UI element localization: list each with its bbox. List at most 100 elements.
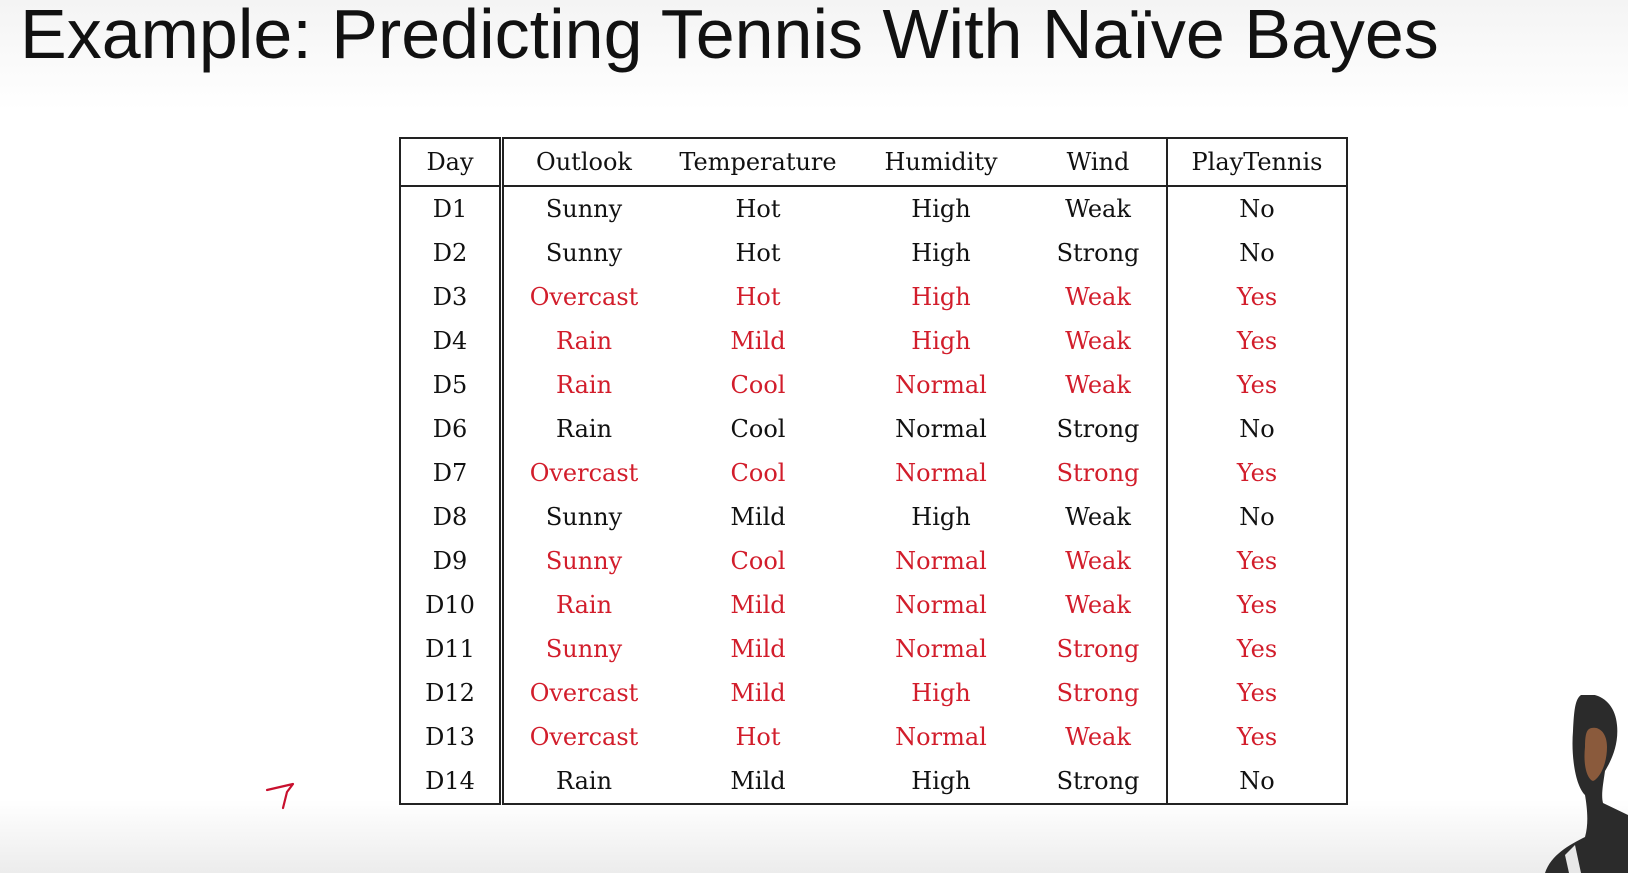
- cell-day: D2: [400, 231, 504, 275]
- cell-wind: Weak: [1030, 186, 1168, 231]
- table-row: D12 Overcast Mild High Strong Yes: [400, 671, 1347, 715]
- cell-outlook: Rain: [555, 591, 613, 619]
- header-outlook: Outlook: [501, 138, 664, 187]
- cell-temperature: Cool: [730, 547, 786, 575]
- cell-playtennis: Yes: [1236, 459, 1278, 487]
- cell-temperature: Mild: [730, 767, 786, 795]
- cell-humidity: Normal: [895, 371, 987, 399]
- table-row: D13 Overcast Hot Normal Weak Yes: [400, 715, 1347, 759]
- header-wind: Wind: [1030, 138, 1168, 187]
- cell-humidity: Normal: [895, 591, 987, 619]
- cell-day: D13: [400, 715, 504, 759]
- cell-wind: Weak: [1030, 715, 1168, 759]
- cell-temperature: Hot: [735, 723, 781, 751]
- header-playtennis: PlayTennis: [1167, 138, 1347, 187]
- table-body: D1 Sunny Hot High Weak No D2 Sunny Hot High Strong…: [400, 186, 1347, 804]
- cell-day: D1: [400, 186, 504, 231]
- table-row: D7 Overcast Cool Normal Strong Yes: [400, 451, 1347, 495]
- cell-temperature: Cool: [730, 459, 786, 487]
- cell-wind: Weak: [1030, 539, 1168, 583]
- cell-outlook: Rain: [555, 767, 613, 795]
- cell-humidity: High: [911, 503, 971, 531]
- cell-temperature: Cool: [730, 371, 786, 399]
- cell-wind: Strong: [1030, 627, 1168, 671]
- cell-day: D10: [400, 583, 504, 627]
- table-row: D3 Overcast Hot High Weak Yes: [400, 275, 1347, 319]
- cell-humidity: Normal: [895, 415, 987, 443]
- cell-humidity: Normal: [895, 635, 987, 663]
- table-row: D9 Sunny Cool Normal Weak Yes: [400, 539, 1347, 583]
- cell-day: D12: [400, 671, 504, 715]
- cell-wind: Strong: [1030, 759, 1168, 804]
- cell-temperature: Mild: [730, 635, 786, 663]
- cell-outlook: Overcast: [529, 679, 639, 707]
- cell-playtennis: No: [1239, 239, 1275, 267]
- cell-wind: Strong: [1030, 231, 1168, 275]
- cell-humidity: Normal: [895, 723, 987, 751]
- cell-day: D3: [400, 275, 504, 319]
- cell-wind: Weak: [1030, 583, 1168, 627]
- cell-playtennis: No: [1239, 415, 1275, 443]
- cell-outlook: Sunny: [545, 547, 623, 575]
- cell-outlook: Overcast: [529, 723, 639, 751]
- cell-outlook: Rain: [555, 371, 613, 399]
- table-row: D8 Sunny Mild High Weak No: [400, 495, 1347, 539]
- cell-temperature: Mild: [730, 591, 786, 619]
- cell-temperature: Cool: [730, 415, 786, 443]
- cell-humidity: High: [911, 767, 971, 795]
- table-row: D5 Rain Cool Normal Weak Yes: [400, 363, 1347, 407]
- table-row: D4 Rain Mild High Weak Yes: [400, 319, 1347, 363]
- table-row: D2 Sunny Hot High Strong No: [400, 231, 1347, 275]
- cell-outlook: Sunny: [545, 239, 623, 267]
- cell-playtennis: Yes: [1236, 371, 1278, 399]
- cell-outlook: Sunny: [545, 195, 623, 223]
- cell-wind: Weak: [1030, 495, 1168, 539]
- cell-temperature: Hot: [735, 283, 781, 311]
- cell-humidity: Normal: [895, 459, 987, 487]
- table-row: D10 Rain Mild Normal Weak Yes: [400, 583, 1347, 627]
- cell-temperature: Mild: [730, 327, 786, 355]
- cell-day: D9: [400, 539, 504, 583]
- table-row: D6 Rain Cool Normal Strong No: [400, 407, 1347, 451]
- cell-humidity: Normal: [895, 547, 987, 575]
- cell-playtennis: Yes: [1236, 679, 1278, 707]
- cell-wind: Weak: [1030, 275, 1168, 319]
- table-header-row: Day Outlook Temperature Humidity Wind Pl…: [400, 138, 1347, 187]
- cell-day: D6: [400, 407, 504, 451]
- cell-temperature: Hot: [735, 195, 781, 223]
- header-day: Day: [400, 138, 504, 187]
- pen-stroke-icon: [265, 782, 295, 810]
- cell-day: D8: [400, 495, 504, 539]
- cell-playtennis: No: [1239, 503, 1275, 531]
- cell-outlook: Sunny: [545, 503, 623, 531]
- table-row: D11 Sunny Mild Normal Strong Yes: [400, 627, 1347, 671]
- cell-outlook: Overcast: [529, 459, 639, 487]
- cell-humidity: High: [911, 195, 971, 223]
- tennis-table-container: Day Outlook Temperature Humidity Wind Pl…: [399, 137, 1348, 805]
- cell-wind: Strong: [1030, 407, 1168, 451]
- header-temperature: Temperature: [664, 138, 852, 187]
- cell-playtennis: Yes: [1236, 723, 1278, 751]
- cell-day: D7: [400, 451, 504, 495]
- tennis-table: Day Outlook Temperature Humidity Wind Pl…: [399, 137, 1348, 805]
- cell-day: D14: [400, 759, 504, 804]
- cell-outlook: Rain: [555, 415, 613, 443]
- cell-playtennis: No: [1239, 195, 1275, 223]
- cell-humidity: High: [911, 283, 971, 311]
- cell-playtennis: Yes: [1236, 327, 1278, 355]
- header-humidity: Humidity: [852, 138, 1030, 187]
- cell-outlook: Overcast: [529, 283, 639, 311]
- cell-playtennis: No: [1239, 767, 1275, 795]
- cell-playtennis: Yes: [1236, 591, 1278, 619]
- cell-wind: Weak: [1030, 319, 1168, 363]
- cell-wind: Strong: [1030, 671, 1168, 715]
- cell-wind: Weak: [1030, 363, 1168, 407]
- slide-title: Example: Predicting Tennis With Naïve Ba…: [20, 0, 1439, 73]
- cell-wind: Strong: [1030, 451, 1168, 495]
- cell-playtennis: Yes: [1236, 547, 1278, 575]
- presenter-webcam-icon: [1545, 695, 1628, 873]
- cell-day: D5: [400, 363, 504, 407]
- cell-day: D11: [400, 627, 504, 671]
- cell-temperature: Mild: [730, 679, 786, 707]
